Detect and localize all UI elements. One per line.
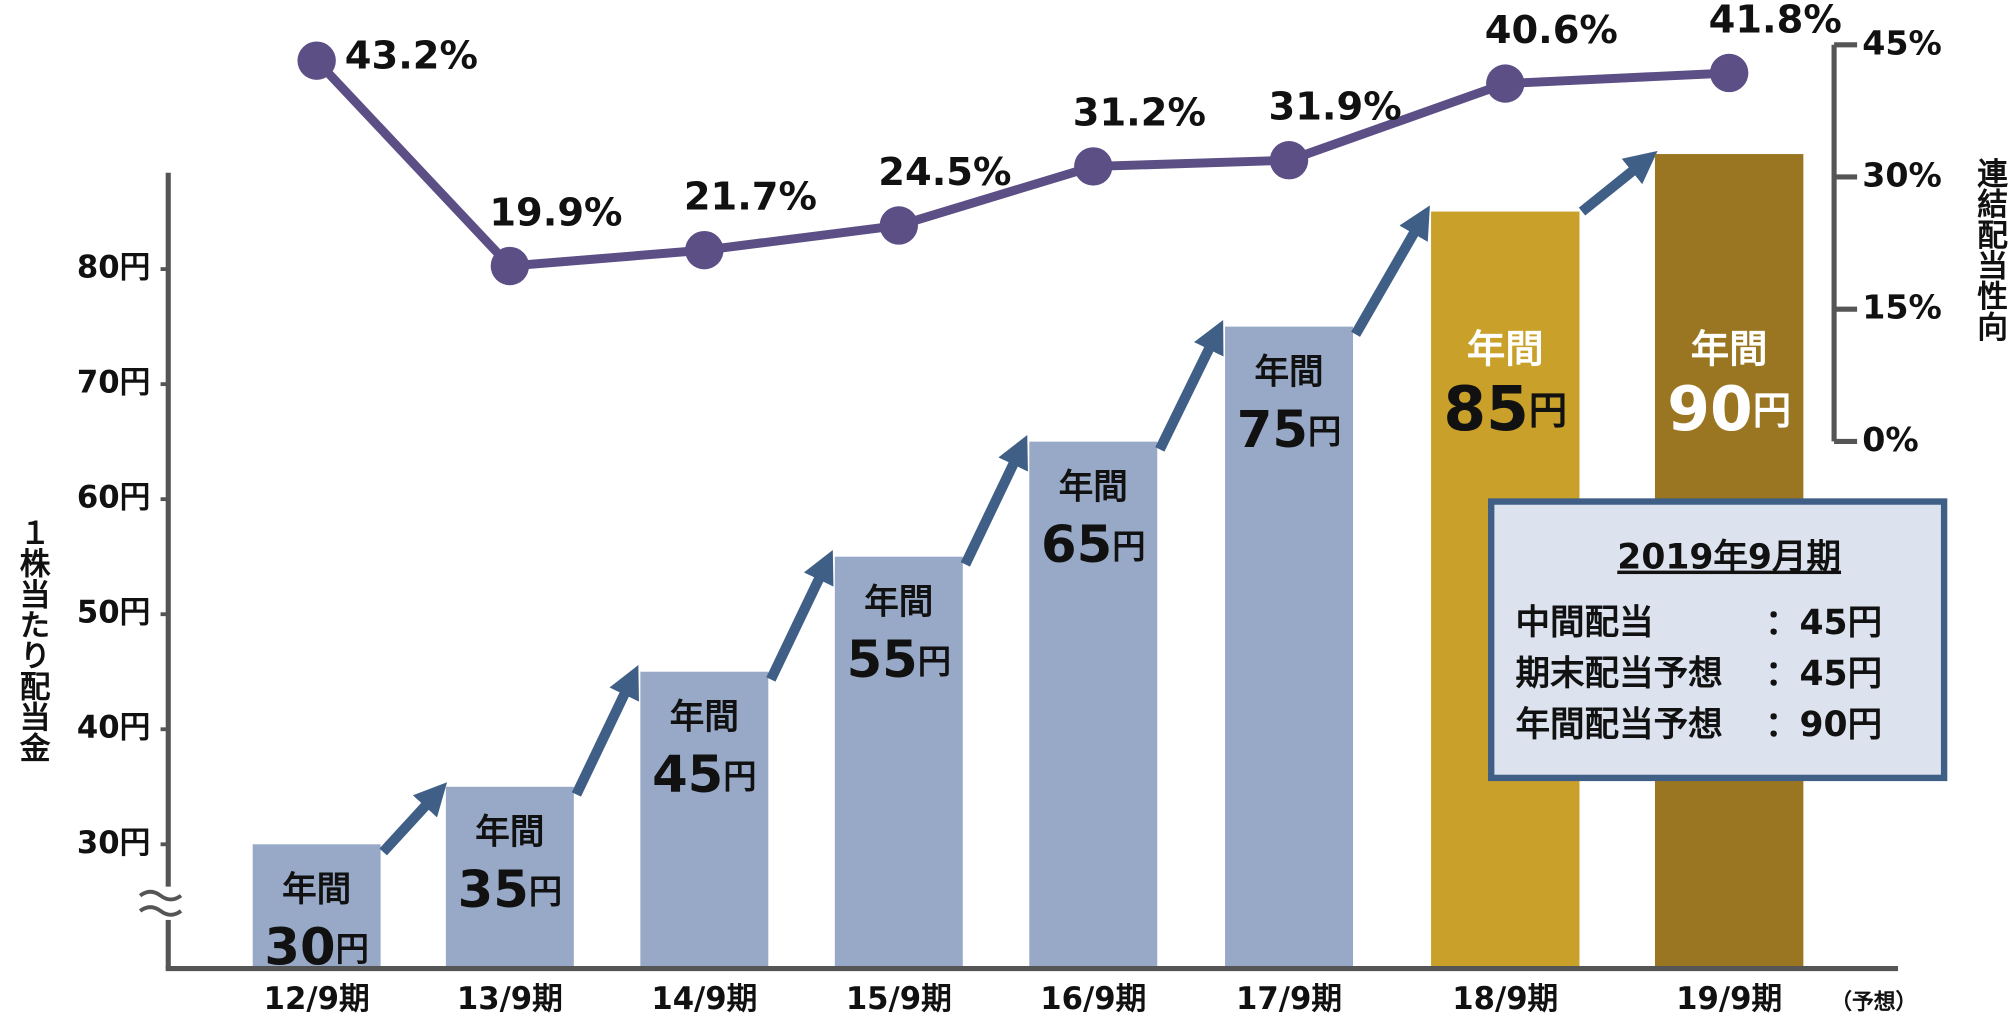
info-row-label: 年間配当予想 — [1516, 705, 1723, 745]
growth-arrow — [1155, 319, 1224, 452]
growth-arrow — [379, 782, 448, 856]
growth-arrow — [571, 665, 639, 797]
ratio-label: 43.2% — [345, 34, 478, 79]
info-row-value: ：90円 — [1765, 705, 1882, 745]
ratio-line — [313, 57, 1730, 271]
ratio-point — [685, 230, 724, 270]
axis-break-mark — [138, 889, 183, 917]
ratio-label: 40.6% — [1485, 8, 1618, 53]
info-box-frame — [1487, 498, 1948, 782]
bar-value-label: 85円 — [1443, 374, 1567, 445]
y2-axis-label: 連結配当性向 — [1971, 157, 2007, 342]
growth-arrow — [766, 549, 834, 682]
ratio-point — [297, 41, 336, 80]
ratio-label: 21.7% — [684, 174, 817, 219]
x-tick-label: 16/9期 — [1040, 982, 1146, 1017]
info-row-label: 中間配当 — [1516, 603, 1654, 643]
bar-value-unit: 円 — [336, 929, 369, 968]
bar-value-label: 65円 — [1041, 516, 1145, 575]
bar-value-number: 90 — [1667, 374, 1752, 445]
y-tick-label: 30円 — [77, 826, 150, 861]
x-tick-label: 19/9期 — [1676, 982, 1782, 1017]
x-tick-label: 18/9期 — [1452, 982, 1558, 1017]
ratio-point — [879, 206, 918, 245]
bar-value-unit: 円 — [918, 641, 951, 680]
x-tick-label: 13/9期 — [457, 982, 563, 1017]
ratio-label: 41.8% — [1709, 0, 1842, 42]
bar-value-number: 65 — [1041, 516, 1112, 575]
bar-value-unit: 円 — [1112, 526, 1145, 565]
bar-prefix: 年間 — [1467, 327, 1544, 372]
y-tick-label: 60円 — [77, 481, 150, 516]
bar-value-label: 55円 — [847, 631, 951, 690]
forecast-note: （予想） — [1830, 990, 1917, 1015]
bar-prefix: 年間 — [1691, 327, 1768, 372]
y2-tick-label: 30% — [1862, 155, 1942, 194]
x-tick-label: 15/9期 — [846, 982, 952, 1017]
y2-tick-label: 45% — [1862, 23, 1942, 62]
ratio-point — [1269, 141, 1309, 180]
bar-value-label: 35円 — [458, 861, 562, 920]
bar-value-number: 30 — [264, 918, 335, 977]
bar-value-label: 90円 — [1667, 374, 1791, 445]
bar-prefix: 年間 — [282, 870, 351, 910]
info-row-value: ：45円 — [1765, 603, 1882, 643]
bar-value-label: 75円 — [1237, 401, 1341, 460]
bar — [640, 671, 769, 969]
growth-arrow — [960, 434, 1028, 567]
bar-value-number: 85 — [1443, 374, 1528, 445]
ratio-label: 19.9% — [489, 190, 622, 235]
y2-tick-label: 15% — [1862, 288, 1942, 327]
y-tick-label: 50円 — [77, 596, 150, 631]
y-tick-label: 70円 — [77, 366, 150, 401]
bar-prefix: 年間 — [864, 583, 933, 623]
bar — [252, 844, 381, 969]
x-tick-label: 12/9期 — [264, 982, 370, 1017]
bar-value-number: 75 — [1237, 401, 1308, 460]
ratio-point — [1709, 53, 1749, 93]
ratio-label: 24.5% — [878, 150, 1011, 195]
bar — [1225, 326, 1354, 969]
bar-value-number: 55 — [847, 631, 918, 690]
bar-value-number: 45 — [652, 746, 723, 805]
bar-value-unit: 円 — [1308, 411, 1341, 450]
ratio-label: 31.2% — [1073, 91, 1206, 136]
info-row-label: 期末配当予想 — [1516, 654, 1723, 694]
bar-prefix: 年間 — [670, 698, 739, 738]
info-box: 2019年9月期 中間配当 ：45円 期末配当予想 ：45円 年間配当予想 ：9… — [1487, 498, 1948, 782]
bar — [1029, 441, 1158, 969]
bar — [445, 786, 574, 969]
info-box-title: 2019年9月期 — [1617, 538, 1841, 578]
growth-arrow — [1351, 205, 1430, 337]
bar-prefix: 年間 — [1059, 467, 1128, 507]
bar-value-number: 35 — [458, 861, 529, 920]
bar-value-unit: 円 — [529, 871, 562, 910]
growth-arrow — [1578, 150, 1658, 216]
bar-value-unit: 円 — [723, 756, 756, 795]
ratio-point — [1486, 64, 1525, 103]
bar-value-label: 45円 — [652, 746, 756, 805]
y-axis-label: １株当たり配当金 — [14, 517, 51, 763]
y-tick-label: 80円 — [77, 251, 150, 286]
x-tick-label: 14/9期 — [651, 982, 757, 1017]
x-tick-label: 17/9期 — [1236, 982, 1342, 1017]
bar-value-label: 30円 — [264, 918, 368, 977]
info-row-value: ：45円 — [1765, 654, 1882, 694]
y-tick-label: 40円 — [77, 711, 150, 746]
bar-value-unit: 円 — [1753, 389, 1791, 434]
ratio-label: 31.9% — [1269, 85, 1402, 130]
bar-value-unit: 円 — [1529, 389, 1567, 434]
bar-prefix: 年間 — [1254, 352, 1323, 392]
ratio-point — [490, 246, 530, 286]
ratio-point — [1074, 147, 1113, 186]
bar — [834, 556, 963, 969]
y2-tick-label: 0% — [1862, 420, 1918, 459]
bar-prefix: 年間 — [475, 813, 544, 853]
